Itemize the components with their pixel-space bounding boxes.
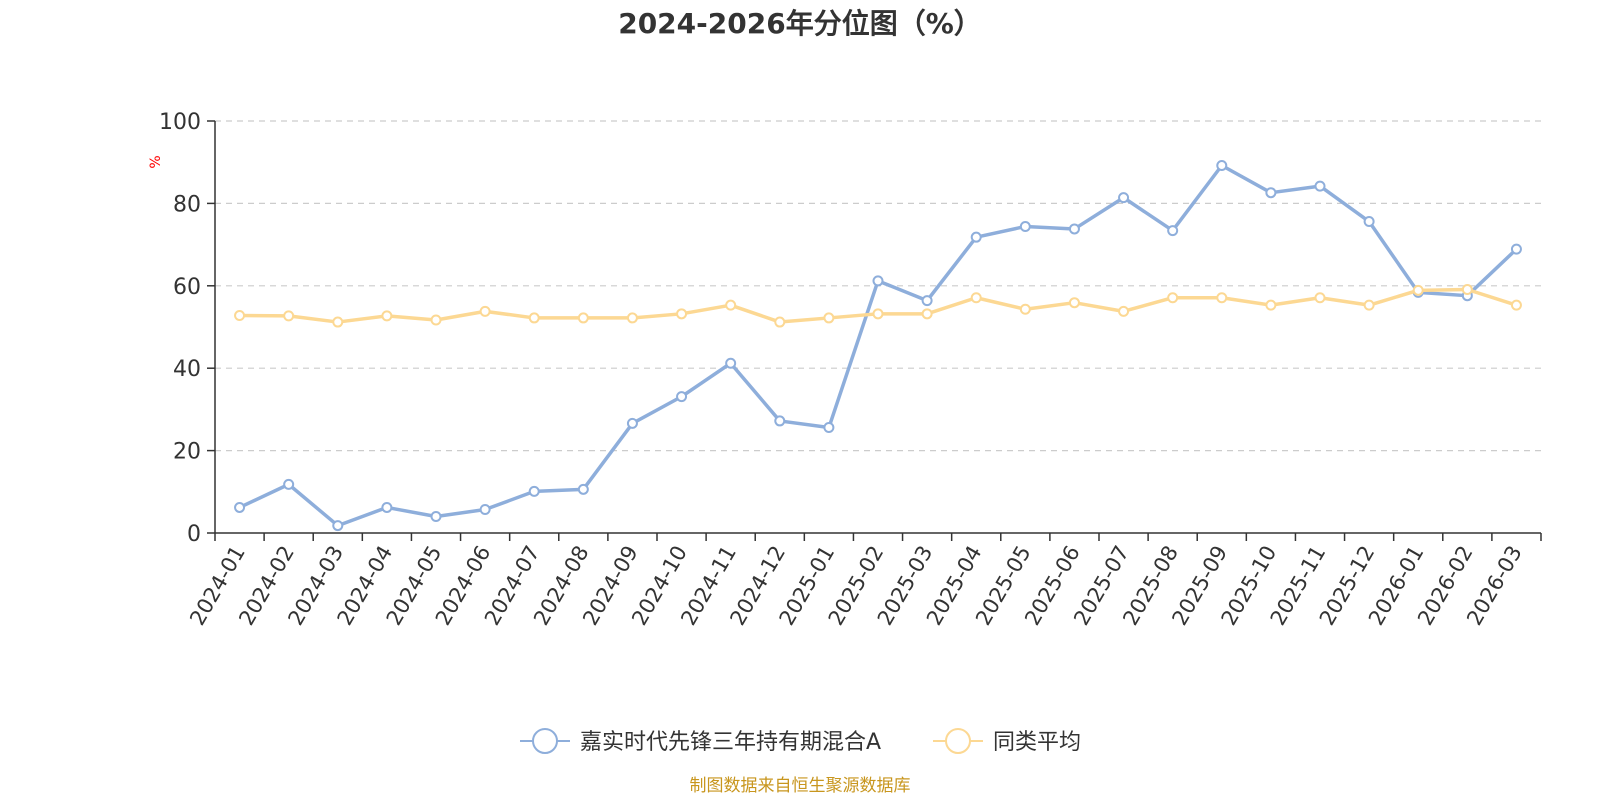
data-point xyxy=(283,478,295,490)
legend-item-1[interactable]: 同类平均 xyxy=(933,728,1081,755)
data-point xyxy=(381,310,393,322)
data-point xyxy=(1265,299,1277,311)
chart-title: 2024-2026年分位图（%） xyxy=(618,7,982,40)
series-0 xyxy=(234,159,1522,532)
data-point xyxy=(1363,216,1375,228)
data-point xyxy=(479,305,491,317)
data-point xyxy=(430,314,442,326)
data-point xyxy=(1314,180,1326,192)
legend-label: 同类平均 xyxy=(993,730,1081,755)
series-1 xyxy=(234,284,1522,328)
data-point xyxy=(1019,220,1031,232)
data-point xyxy=(528,312,540,324)
data-point xyxy=(381,501,393,513)
y-tick-label: 40 xyxy=(173,357,201,382)
data-point xyxy=(774,415,786,427)
data-point xyxy=(577,483,589,495)
data-point xyxy=(921,295,933,307)
data-point xyxy=(676,391,688,403)
data-point xyxy=(1510,243,1522,255)
data-point xyxy=(921,308,933,320)
series-line xyxy=(237,163,1519,528)
data-point xyxy=(1019,303,1031,315)
data-point xyxy=(1216,292,1228,304)
data-point xyxy=(332,316,344,328)
data-point xyxy=(626,417,638,429)
data-point xyxy=(725,299,737,311)
data-point xyxy=(725,357,737,369)
y-tick-label: 20 xyxy=(173,440,201,465)
data-point xyxy=(1118,192,1130,204)
data-point xyxy=(1461,284,1473,296)
data-point xyxy=(1216,159,1228,171)
legend-circle-icon xyxy=(532,728,558,754)
legend[interactable]: 嘉实时代先锋三年持有期混合A 同类平均 xyxy=(520,728,1081,755)
legend-circle-icon xyxy=(945,728,971,754)
legend-item-0[interactable]: 嘉实时代先锋三年持有期混合A xyxy=(520,728,881,755)
data-point xyxy=(1068,297,1080,309)
y-axis-unit: % xyxy=(148,155,164,168)
data-point xyxy=(1167,292,1179,304)
data-point xyxy=(332,520,344,532)
data-point xyxy=(234,309,246,321)
data-point xyxy=(676,308,688,320)
data-point xyxy=(872,275,884,287)
data-point xyxy=(970,292,982,304)
y-tick-label: 60 xyxy=(173,275,201,300)
axes xyxy=(207,120,1542,541)
data-point xyxy=(1412,284,1424,296)
data-point xyxy=(823,422,835,434)
series-group xyxy=(234,159,1522,532)
data-point xyxy=(283,310,295,322)
data-point xyxy=(1167,225,1179,237)
data-point xyxy=(970,231,982,243)
x-tick-labels: 2024-012024-022024-032024-042024-052024-… xyxy=(185,542,1527,630)
y-tick-label: 0 xyxy=(187,522,201,547)
data-point xyxy=(1265,187,1277,199)
data-point xyxy=(1068,223,1080,235)
source-note: 制图数据来自恒生聚源数据库 xyxy=(690,776,911,796)
y-tick-labels: 0 20 40 60 80 100 xyxy=(159,110,201,547)
data-point xyxy=(528,485,540,497)
y-tick-label: 100 xyxy=(159,110,201,135)
data-point xyxy=(1118,305,1130,317)
data-point xyxy=(1314,292,1326,304)
data-point xyxy=(823,312,835,324)
legend-label: 嘉实时代先锋三年持有期混合A xyxy=(580,730,881,755)
data-point xyxy=(234,501,246,513)
data-point xyxy=(626,312,638,324)
data-point xyxy=(774,316,786,328)
data-point xyxy=(479,504,491,516)
data-point xyxy=(430,511,442,523)
data-point xyxy=(1363,299,1375,311)
data-point xyxy=(1510,299,1522,311)
y-tick-label: 80 xyxy=(173,192,201,217)
data-point xyxy=(872,308,884,320)
data-point xyxy=(577,312,589,324)
